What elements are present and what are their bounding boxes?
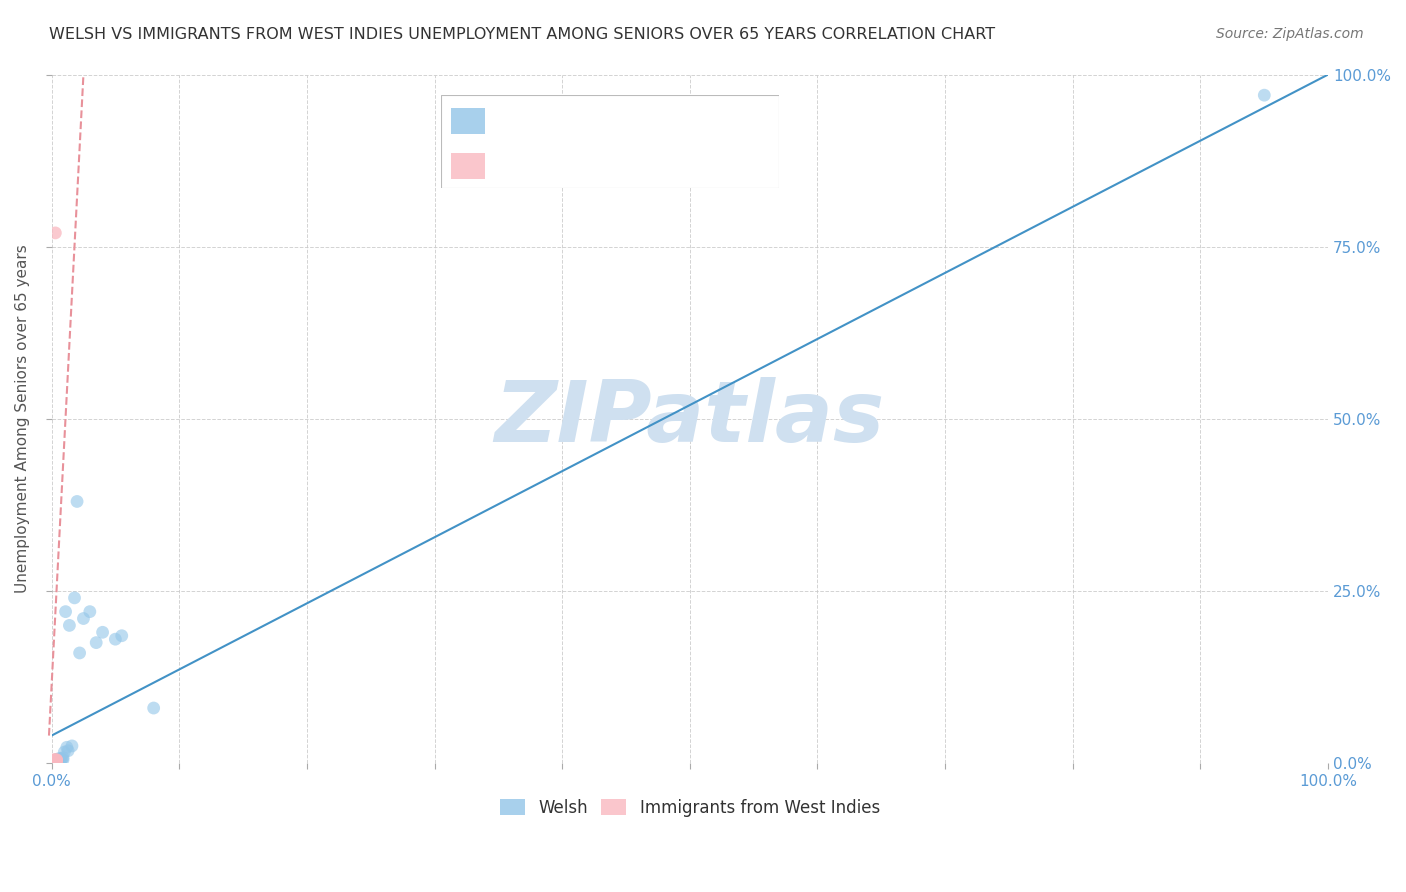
Text: ZIPatlas: ZIPatlas xyxy=(495,377,884,460)
Point xyxy=(42,753,65,767)
Point xyxy=(84,635,107,649)
Point xyxy=(45,753,67,767)
Point xyxy=(142,701,165,715)
Point xyxy=(56,744,79,758)
Point xyxy=(46,752,69,766)
Point xyxy=(66,494,89,508)
Point xyxy=(42,754,65,768)
Point xyxy=(48,753,70,767)
Point xyxy=(45,753,67,767)
Point xyxy=(53,745,76,759)
Point xyxy=(51,752,73,766)
Point xyxy=(45,753,67,767)
Point xyxy=(46,754,69,768)
Point xyxy=(48,753,70,767)
Point xyxy=(56,740,79,755)
Legend: Welsh, Immigrants from West Indies: Welsh, Immigrants from West Indies xyxy=(494,792,886,823)
Point xyxy=(91,625,114,640)
Point xyxy=(49,753,72,767)
Text: WELSH VS IMMIGRANTS FROM WEST INDIES UNEMPLOYMENT AMONG SENIORS OVER 65 YEARS CO: WELSH VS IMMIGRANTS FROM WEST INDIES UNE… xyxy=(49,27,995,42)
Point xyxy=(44,753,66,767)
Point xyxy=(45,754,67,768)
Point xyxy=(79,605,101,619)
Point xyxy=(52,753,75,767)
Point xyxy=(63,591,86,605)
Point xyxy=(44,754,66,768)
Y-axis label: Unemployment Among Seniors over 65 years: Unemployment Among Seniors over 65 years xyxy=(15,244,30,593)
Point xyxy=(49,751,72,765)
Point xyxy=(52,750,75,764)
Text: Source: ZipAtlas.com: Source: ZipAtlas.com xyxy=(1216,27,1364,41)
Point xyxy=(55,605,77,619)
Point xyxy=(45,753,67,767)
Point xyxy=(69,646,91,660)
Point xyxy=(1253,88,1275,103)
Point xyxy=(44,753,66,767)
Point xyxy=(44,753,66,767)
Point xyxy=(44,226,66,240)
Point xyxy=(60,739,83,753)
Point xyxy=(42,753,65,767)
Point xyxy=(45,754,67,768)
Point xyxy=(104,632,127,647)
Point xyxy=(111,629,134,643)
Point xyxy=(44,754,66,768)
Point xyxy=(72,611,94,625)
Point xyxy=(44,754,66,768)
Point xyxy=(58,618,80,632)
